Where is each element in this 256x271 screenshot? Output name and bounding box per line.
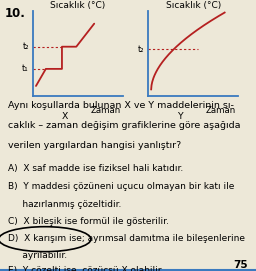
Text: B)  Y maddesi çözüneni uçucu olmayan bir katı ile: B) Y maddesi çözüneni uçucu olmayan bir … bbox=[8, 182, 234, 191]
Text: hazırlanmış çözeltidir.: hazırlanmış çözeltidir. bbox=[8, 199, 121, 209]
Text: t₂: t₂ bbox=[22, 42, 29, 51]
Text: 75: 75 bbox=[234, 260, 248, 270]
Text: X: X bbox=[61, 112, 68, 121]
Text: Y: Y bbox=[177, 112, 183, 121]
Text: ayrılabilir.: ayrılabilir. bbox=[8, 251, 67, 260]
Text: t₂: t₂ bbox=[137, 45, 144, 54]
Text: 10.: 10. bbox=[5, 7, 26, 20]
Title: Sıcaklık (°C): Sıcaklık (°C) bbox=[166, 1, 221, 10]
Text: t₁: t₁ bbox=[22, 64, 29, 73]
Text: C)  X bileşik ise formül ile gösterilir.: C) X bileşik ise formül ile gösterilir. bbox=[8, 217, 168, 226]
Text: Zaman: Zaman bbox=[206, 107, 236, 115]
Title: Sıcaklık (°C): Sıcaklık (°C) bbox=[50, 1, 106, 10]
Text: verilen yargılardan hangisi yanlıştır?: verilen yargılardan hangisi yanlıştır? bbox=[8, 141, 181, 150]
Text: Aynı koşullarda bulunan X ve Y maddelerinin sı-: Aynı koşullarda bulunan X ve Y maddeleri… bbox=[8, 102, 233, 111]
Text: D)  X karışım ise; ayrımsal damıtma ile bileşenlerine: D) X karışım ise; ayrımsal damıtma ile b… bbox=[8, 234, 245, 243]
Text: Zaman: Zaman bbox=[91, 107, 121, 115]
Text: A)  X saf madde ise fiziksel hali katıdır.: A) X saf madde ise fiziksel hali katıdır… bbox=[8, 164, 183, 173]
Text: E)  Y çözelti ise, çözücsü X olabilir.: E) Y çözelti ise, çözücsü X olabilir. bbox=[8, 266, 163, 271]
Text: caklık – zaman değişim grafiklerine göre aşağıda: caklık – zaman değişim grafiklerine göre… bbox=[8, 121, 240, 130]
